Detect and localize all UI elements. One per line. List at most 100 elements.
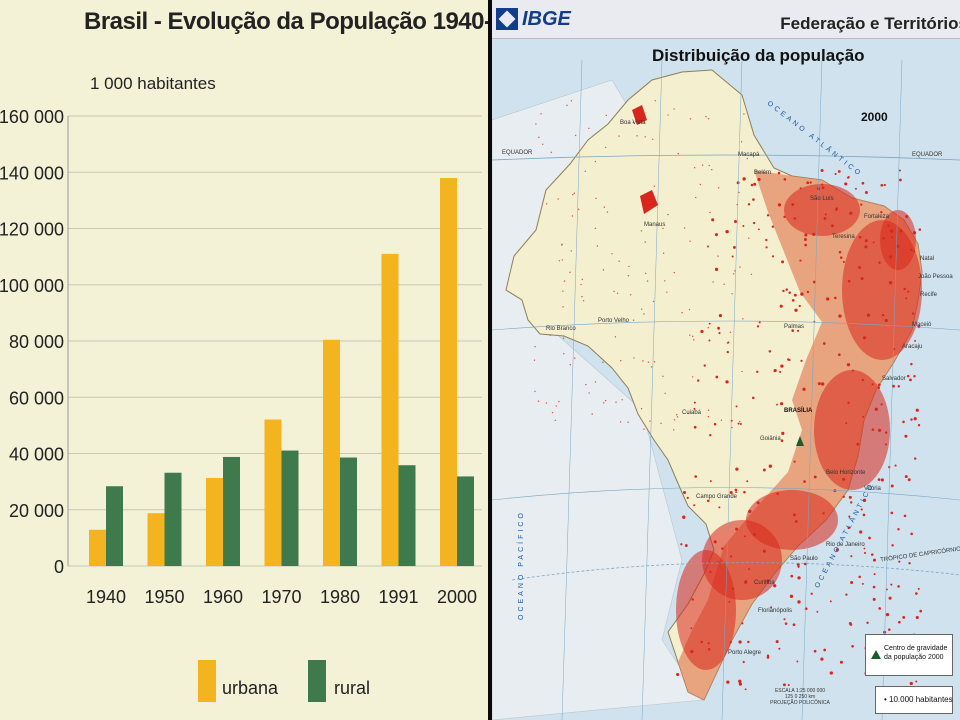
population-chart-panel: 0 20 000 40 000 60 000 80 000 100 000 120 000 1… bbox=[0, 0, 488, 720]
density-cluster bbox=[784, 184, 860, 236]
y-tick-label: 140 000 bbox=[0, 163, 64, 183]
panel-divider bbox=[488, 0, 492, 720]
population-map-panel: IBGE Federação e Territórios Distribuiçã… bbox=[492, 0, 960, 720]
map-graticule bbox=[492, 59, 960, 720]
city-label: Goiânia bbox=[760, 436, 781, 442]
brazil-map bbox=[492, 38, 960, 720]
city-label: Macapá bbox=[738, 152, 760, 158]
bar-rural-1950 bbox=[164, 472, 182, 566]
legend-center-line2: da população 2000 bbox=[884, 654, 944, 661]
x-tick-label: 1970 bbox=[261, 587, 301, 607]
y-tick-label: 120 000 bbox=[0, 220, 64, 240]
x-tick-label: 1960 bbox=[203, 587, 243, 607]
map-legend-dot: • 10.000 habitantes bbox=[875, 686, 953, 714]
city-label: Florianópolis bbox=[758, 608, 793, 614]
ocean-label-pacific: OCEANO PACÍFICO bbox=[518, 510, 525, 620]
scale-line: ESCALA 1:25 000 000 bbox=[774, 688, 826, 694]
city-label: Maceió bbox=[912, 322, 932, 328]
bar-rural-1960 bbox=[223, 456, 240, 566]
population-center-marker bbox=[796, 436, 804, 446]
bar-urbana-1980 bbox=[323, 339, 340, 566]
city-label: Natal bbox=[920, 256, 935, 262]
bar-rural-2000 bbox=[457, 476, 474, 566]
city-label: Rio de Janeiro bbox=[826, 542, 865, 548]
city-label: Cuiabá bbox=[682, 410, 702, 416]
ibge-header: IBGE Federação e Territórios bbox=[492, 0, 960, 39]
density-cluster bbox=[676, 550, 736, 670]
city-label: Belém bbox=[754, 170, 772, 176]
map-title: Distribuição da população bbox=[652, 46, 865, 65]
meridian-line bbox=[721, 59, 743, 720]
bar-rural-1940 bbox=[106, 486, 123, 566]
city-label: São Luís bbox=[810, 196, 834, 202]
legend-center-line1: Centro de gravidade bbox=[884, 645, 948, 652]
equator-label-left: EQUADOR bbox=[502, 150, 533, 156]
bar-urbana-1950 bbox=[147, 513, 165, 566]
y-tick-label: 60 000 bbox=[9, 388, 64, 408]
city-label: Fortaleza bbox=[864, 214, 890, 220]
city-label: São Paulo bbox=[790, 556, 818, 562]
legend-label-rural: rural bbox=[334, 678, 370, 698]
equator-line bbox=[492, 154, 960, 161]
density-cluster bbox=[814, 370, 890, 490]
ibge-logo: IBGE bbox=[496, 6, 571, 32]
triangle-icon bbox=[871, 650, 881, 659]
bar-urbana-2000 bbox=[440, 178, 457, 566]
city-label: BRASÍLIA bbox=[784, 408, 813, 414]
city-label: Campo Grande bbox=[696, 494, 738, 500]
bar-rural-1970 bbox=[281, 450, 299, 566]
city-label: João Pessoa bbox=[918, 274, 953, 280]
bar-rural-1980 bbox=[340, 457, 357, 566]
bar-urbana-1970 bbox=[264, 419, 282, 566]
map-scale: ESCALA 1:25 000 000 125 0 250 km PROJEÇÃ… bbox=[762, 688, 838, 720]
parallel-line bbox=[492, 487, 960, 501]
header-section-title: Federação e Territórios bbox=[780, 14, 960, 33]
ibge-brand: IBGE bbox=[522, 7, 571, 30]
city-label: Rio Branco bbox=[546, 326, 576, 332]
parallel-line bbox=[492, 320, 960, 331]
city-label: Salvador bbox=[882, 376, 906, 382]
bar-chart: 0 20 000 40 000 60 000 80 000 100 000 120 000 1… bbox=[0, 107, 482, 702]
legend-label-urbana: urbana bbox=[222, 678, 279, 698]
scale-line: PROJEÇÃO POLICÔNICA bbox=[770, 700, 830, 706]
equator-label-right: EQUADOR bbox=[912, 152, 943, 158]
map-legend-center: Centro de gravidade da população 2000 bbox=[865, 634, 953, 676]
city-label: Porto Alegre bbox=[728, 650, 762, 656]
legend-center-text: Centro de gravidade da população 2000 bbox=[884, 644, 950, 662]
y-tick-label: 0 bbox=[54, 557, 64, 577]
city-label: Palmas bbox=[784, 324, 805, 330]
city-label: Vitória bbox=[864, 486, 881, 492]
city-label: Teresina bbox=[832, 234, 855, 240]
density-cluster bbox=[632, 105, 647, 125]
y-axis-unit-label: 1 000 habitantes bbox=[90, 74, 216, 93]
x-tick-label: 1940 bbox=[86, 587, 126, 607]
bar-urbana-1960 bbox=[206, 477, 223, 566]
city-label: Aracaju bbox=[902, 344, 923, 350]
bar-rural-1991 bbox=[398, 465, 416, 566]
city-label: Curitiba bbox=[754, 580, 775, 586]
legend-swatch-urbana bbox=[198, 660, 216, 702]
x-tick-label: 1991 bbox=[378, 587, 418, 607]
density-cluster bbox=[640, 190, 658, 214]
x-tick-label: 1980 bbox=[320, 587, 360, 607]
city-label: Belo Horizonte bbox=[826, 470, 866, 476]
capricorn-line bbox=[511, 562, 960, 581]
x-tick-label: 2000 bbox=[437, 587, 477, 607]
y-tick-label: 40 000 bbox=[9, 445, 64, 465]
bar-urbana-1991 bbox=[381, 253, 399, 566]
ibge-logo-icon bbox=[496, 8, 518, 30]
y-tick-label: 80 000 bbox=[9, 332, 64, 352]
y-tick-label: 100 000 bbox=[0, 276, 64, 296]
y-tick-label: 160 000 bbox=[0, 107, 64, 127]
x-tick-label: 1950 bbox=[144, 587, 184, 607]
meridian-line bbox=[801, 59, 823, 720]
chart-title: Brasil - Evolução da População 1940-2000 bbox=[84, 8, 488, 35]
meridian-line bbox=[561, 59, 583, 720]
city-label: Boa Vista bbox=[620, 120, 646, 126]
meridian-line bbox=[641, 59, 663, 720]
y-tick-label: 20 000 bbox=[9, 501, 64, 521]
city-label: Manaus bbox=[644, 222, 666, 228]
meridian-line bbox=[881, 59, 903, 720]
map-year: 2000 bbox=[861, 110, 888, 124]
city-label: Porto Velho bbox=[598, 318, 630, 324]
